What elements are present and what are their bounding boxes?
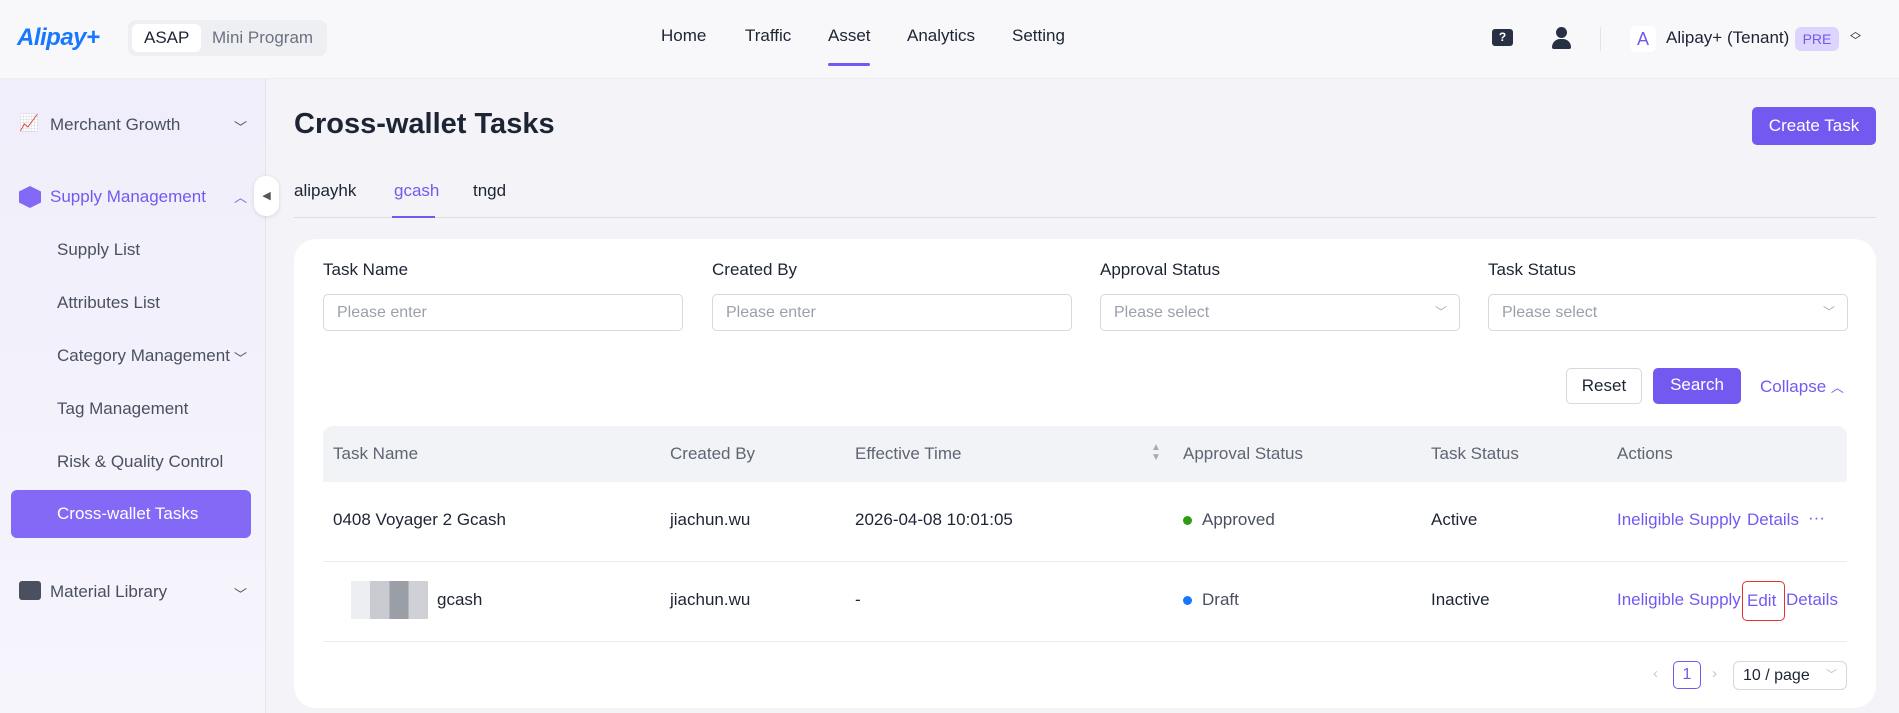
- table-row: [323, 482, 1847, 562]
- filter-label-approval-status: Approval Status: [1100, 260, 1221, 279]
- tab-tngd[interactable]: tngd: [473, 181, 507, 200]
- collapse-sidebar-button[interactable]: ◀: [254, 176, 279, 216]
- select-placeholder: Please select: [1502, 304, 1598, 321]
- created-by-input[interactable]: Please enter: [712, 294, 1072, 331]
- sidebar-group-supply-management[interactable]: Supply Management: [50, 187, 206, 206]
- cube-icon: [19, 186, 41, 208]
- alipay-logo[interactable]: Alipay+: [17, 24, 100, 51]
- chevron-down-icon[interactable]: ﹀: [234, 120, 248, 135]
- sidebar-item-label: Cross-wallet Tasks: [57, 504, 199, 523]
- sidebar-group-material-library[interactable]: Material Library: [50, 582, 168, 601]
- page-1-button[interactable]: 1: [1673, 661, 1701, 689]
- cell-task-name: 0408 Voyager 2 Gcash: [333, 510, 506, 529]
- cell-task-name: gcash: [437, 590, 483, 609]
- nav-active-indicator: [828, 63, 870, 66]
- table-row: [323, 562, 1847, 642]
- task-status-select[interactable]: Please select ﹀: [1488, 294, 1848, 331]
- cell-task-status: Active: [1431, 510, 1478, 529]
- col-created-by: Created By: [670, 444, 756, 463]
- growth-chart-icon: 📈: [19, 115, 39, 132]
- cell-effective-time: -: [855, 590, 861, 609]
- task-name-input[interactable]: Please enter: [323, 294, 683, 331]
- cell-effective-time: 2026-04-08 10:01:05: [855, 510, 1013, 529]
- sidebar-item-cross-wallet-tasks[interactable]: Cross-wallet Tasks: [11, 490, 251, 538]
- tabs-divider: [294, 217, 1876, 218]
- nav-home[interactable]: Home: [661, 26, 707, 45]
- tab-gcash[interactable]: gcash: [394, 181, 440, 200]
- sidebar-group-merchant-growth[interactable]: Merchant Growth: [50, 115, 181, 134]
- prev-page-icon[interactable]: ‹: [1653, 665, 1658, 682]
- col-task-name: Task Name: [333, 444, 419, 463]
- chevron-up-icon[interactable]: ︿: [234, 190, 248, 205]
- chevron-down-icon: ﹀: [1434, 305, 1447, 319]
- tab-active-indicator: [392, 216, 435, 218]
- sidebar: 📈 Merchant Growth ﹀ Supply Management ︿ …: [0, 79, 266, 713]
- env-badge: PRE: [1795, 27, 1839, 51]
- chevron-down-icon[interactable]: ﹀: [234, 351, 248, 366]
- top-header: Alipay+ ASAP Mini Program Home Traffic A…: [0, 0, 1899, 79]
- collapse-label: Collapse: [1760, 377, 1827, 396]
- tenant-name[interactable]: Alipay+ (Tenant): [1666, 28, 1790, 47]
- tab-alipayhk[interactable]: alipayhk: [294, 181, 357, 200]
- status-dot: [1183, 516, 1192, 526]
- select-placeholder: Please select: [1114, 304, 1210, 321]
- more-actions-icon[interactable]: ···: [1808, 508, 1825, 527]
- cell-approval-status: Draft: [1183, 590, 1239, 610]
- user-icon[interactable]: [1552, 27, 1571, 49]
- col-actions: Actions: [1617, 444, 1673, 463]
- col-approval-status: Approval Status: [1183, 444, 1304, 463]
- reset-button[interactable]: Reset: [1566, 368, 1642, 404]
- sidebar-item-risk-quality-control[interactable]: Risk & Quality Control: [57, 452, 224, 471]
- nav-asset[interactable]: Asset: [828, 26, 871, 45]
- edit-link[interactable]: Edit: [1742, 581, 1785, 621]
- collapse-filters-link[interactable]: Collapse ︿: [1760, 377, 1844, 397]
- chevron-down-icon: ﹀: [1822, 305, 1835, 319]
- chevron-down-icon: ﹀: [1826, 669, 1837, 681]
- approval-status-select[interactable]: Please select ﹀: [1100, 294, 1460, 331]
- tenant-avatar: A: [1630, 26, 1656, 52]
- status-dot: [1183, 596, 1192, 606]
- sort-icon[interactable]: ▲ ▼: [1151, 442, 1161, 463]
- filter-label-task-name: Task Name: [323, 260, 409, 279]
- chevron-down-icon[interactable]: ﹀: [234, 587, 248, 602]
- status-label: Approved: [1202, 510, 1275, 529]
- col-task-status: Task Status: [1431, 444, 1519, 463]
- cell-approval-status: Approved: [1183, 510, 1275, 530]
- app-switcher: ASAP Mini Program: [128, 20, 327, 56]
- search-button[interactable]: Search: [1653, 368, 1741, 404]
- sidebar-item-tag-management[interactable]: Tag Management: [57, 399, 189, 418]
- table-header: [323, 426, 1847, 482]
- header-divider: [1600, 27, 1601, 51]
- page-size-label: 10 / page: [1743, 667, 1810, 684]
- details-link[interactable]: Details: [1786, 590, 1838, 609]
- filter-label-created-by: Created By: [712, 260, 798, 279]
- create-task-button[interactable]: Create Task: [1752, 107, 1876, 145]
- sidebar-item-category-management[interactable]: Category Management: [57, 346, 230, 365]
- sidebar-item-supply-list[interactable]: Supply List: [57, 240, 141, 259]
- ineligible-supply-link[interactable]: Ineligible Supply: [1617, 510, 1741, 529]
- chevron-up-icon: ︿: [1830, 380, 1844, 395]
- details-link[interactable]: Details: [1747, 510, 1799, 529]
- col-effective-time[interactable]: Effective Time: [855, 444, 962, 463]
- cell-created-by: jiachun.wu: [670, 590, 751, 609]
- redacted-text: [351, 581, 428, 619]
- help-chat-icon[interactable]: ?: [1492, 29, 1513, 46]
- status-label: Draft: [1202, 590, 1239, 609]
- page-title: Cross-wallet Tasks: [294, 108, 555, 140]
- ineligible-supply-link[interactable]: Ineligible Supply: [1617, 590, 1741, 609]
- filter-label-task-status: Task Status: [1488, 260, 1576, 279]
- tenant-switch-icon[interactable]: ︿ ﹀: [1850, 26, 1861, 47]
- sidebar-item-attributes-list[interactable]: Attributes List: [57, 293, 160, 312]
- nav-traffic[interactable]: Traffic: [745, 26, 792, 45]
- cell-created-by: jiachun.wu: [670, 510, 751, 529]
- app-tab-mini-program[interactable]: Mini Program: [212, 28, 314, 47]
- nav-analytics[interactable]: Analytics: [907, 26, 976, 45]
- app-tab-asap[interactable]: ASAP: [132, 24, 202, 52]
- image-library-icon: [19, 581, 41, 600]
- nav-setting[interactable]: Setting: [1012, 26, 1065, 45]
- next-page-icon[interactable]: ›: [1712, 665, 1717, 682]
- page-size-select[interactable]: 10 / page ﹀: [1733, 661, 1847, 690]
- cell-task-status: Inactive: [1431, 590, 1490, 609]
